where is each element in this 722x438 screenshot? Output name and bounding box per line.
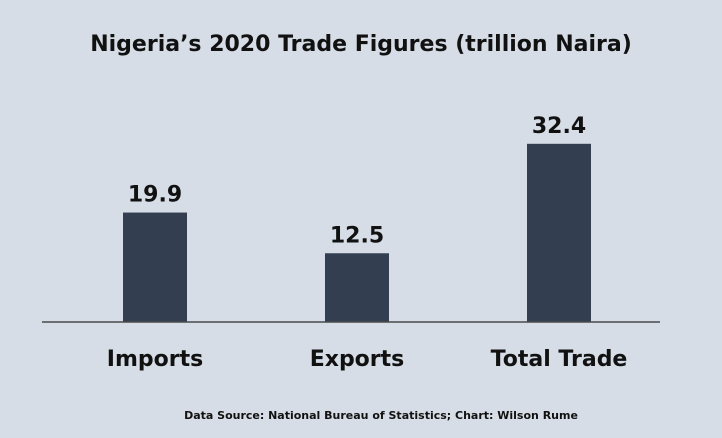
bars-group: 19.9 Imports 12.5 Exports 32.4 Total Trade (107, 114, 628, 372)
category-label-imports: Imports (107, 347, 203, 372)
bar-exports (325, 253, 389, 322)
bar-imports (123, 212, 187, 322)
data-label-total-trade: 32.4 (532, 114, 586, 139)
chart-title: Nigeria’s 2020 Trade Figures (trillion N… (90, 32, 632, 57)
data-label-exports: 12.5 (330, 223, 384, 248)
data-label-imports: 19.9 (128, 183, 182, 208)
bar-total-trade (527, 143, 591, 322)
category-label-total-trade: Total Trade (491, 347, 628, 372)
source-note: Data Source: National Bureau of Statisti… (184, 409, 578, 422)
category-label-exports: Exports (310, 347, 405, 372)
